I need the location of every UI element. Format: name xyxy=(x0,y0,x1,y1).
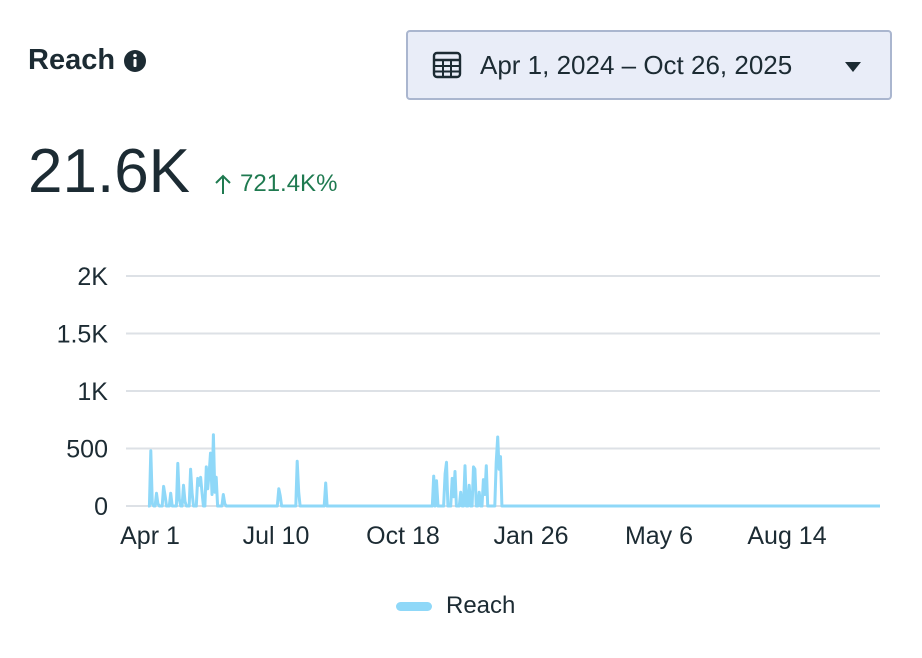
date-range-picker[interactable]: Apr 1, 2024 – Oct 26, 2025 xyxy=(406,30,892,100)
y-tick-label: 500 xyxy=(66,436,108,464)
reach-series-line xyxy=(147,433,881,508)
reach-chart: 0 500 1K 1.5K 2K Apr 1 Jul 10 Oct 18 Jan 26 May … xyxy=(57,263,881,550)
x-tick-label: May 6 xyxy=(625,522,693,550)
chart-title: Reach xyxy=(28,44,116,76)
chart-header: Reach xyxy=(28,44,147,77)
y-tick-label: 2K xyxy=(77,263,108,291)
x-axis-ticks: Apr 1 Jul 10 Oct 18 Jan 26 May 6 Aug 14 xyxy=(120,522,827,550)
x-tick-label: Aug 14 xyxy=(747,522,826,550)
metric-change-value: 721.4K% xyxy=(240,170,338,197)
x-tick-label: Apr 1 xyxy=(120,522,180,550)
x-tick-label: Jul 10 xyxy=(243,522,310,550)
x-tick-label: Jan 26 xyxy=(493,522,568,550)
chart-grid xyxy=(126,275,880,507)
y-tick-label: 1.5K xyxy=(57,321,109,349)
info-icon[interactable] xyxy=(123,49,147,73)
metric-value: 21.6K xyxy=(28,137,191,206)
legend-label: Reach xyxy=(446,592,516,619)
metric-change: 721.4K% xyxy=(214,170,337,198)
calendar-icon xyxy=(432,50,462,80)
caret-down-icon xyxy=(844,60,862,72)
legend-swatch xyxy=(396,601,432,611)
date-range-label: Apr 1, 2024 – Oct 26, 2025 xyxy=(480,49,793,80)
x-tick-label: Oct 18 xyxy=(366,522,440,550)
chart-legend: Reach xyxy=(396,592,515,620)
arrow-up-icon xyxy=(214,173,232,195)
y-tick-label: 1K xyxy=(77,378,108,406)
y-axis-ticks: 0 500 1K 1.5K 2K xyxy=(57,263,109,521)
y-tick-label: 0 xyxy=(94,493,108,521)
